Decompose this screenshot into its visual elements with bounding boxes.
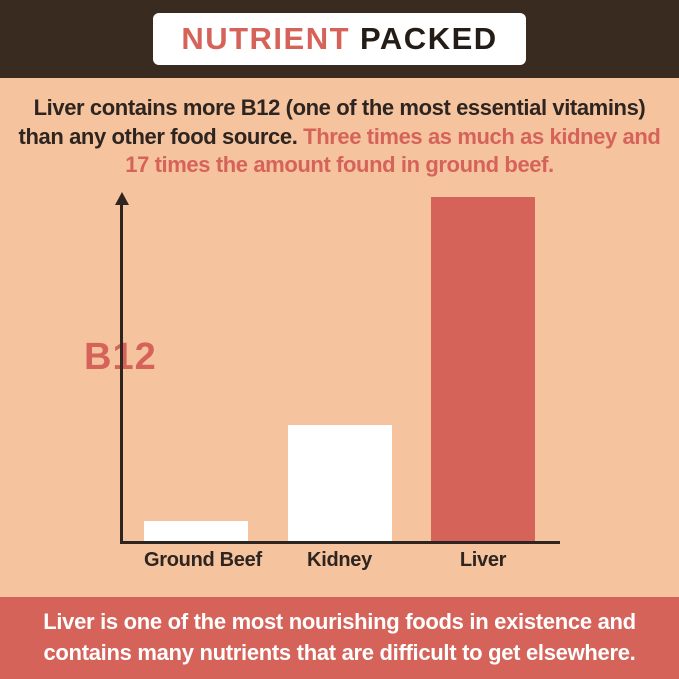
page-title-rest: PACKED [360, 21, 498, 56]
intro-accent-text: Three times as much as kidney and 17 tim… [125, 123, 661, 178]
x-tick-label: Liver [459, 548, 507, 571]
footer-text: Liver is one of the most nourishing food… [43, 609, 636, 665]
intro-dark-text: Liver contains more B12 (one of the most… [18, 95, 646, 149]
x-tick-labels: Ground Beef Kidney Liver [144, 549, 535, 572]
y-axis-label: B12 [84, 336, 157, 379]
header-bar: NUTRIENT PACKED [0, 0, 679, 78]
x-tick-label: Ground Beef [144, 548, 262, 571]
b12-bar-chart: B12 Ground Beef Kidney Liver [0, 188, 679, 584]
intro-paragraph: Liver contains more B12 (one of the most… [16, 94, 664, 180]
bar-ground-beef [144, 520, 248, 541]
y-axis-line [120, 203, 123, 544]
bar-kidney [287, 425, 392, 541]
plot-area: Ground Beef Kidney Liver [115, 191, 560, 574]
x-axis-line [120, 540, 560, 544]
footer-banner: Liver is one of the most nourishing food… [0, 597, 679, 679]
page-title-accent: NUTRIENT [181, 21, 351, 56]
bar-liver [431, 196, 535, 541]
y-axis-arrow-icon [115, 191, 129, 205]
page-title: NUTRIENT PACKED [153, 13, 526, 65]
bars-container [144, 196, 535, 541]
x-tick-label: Kidney [307, 548, 372, 571]
